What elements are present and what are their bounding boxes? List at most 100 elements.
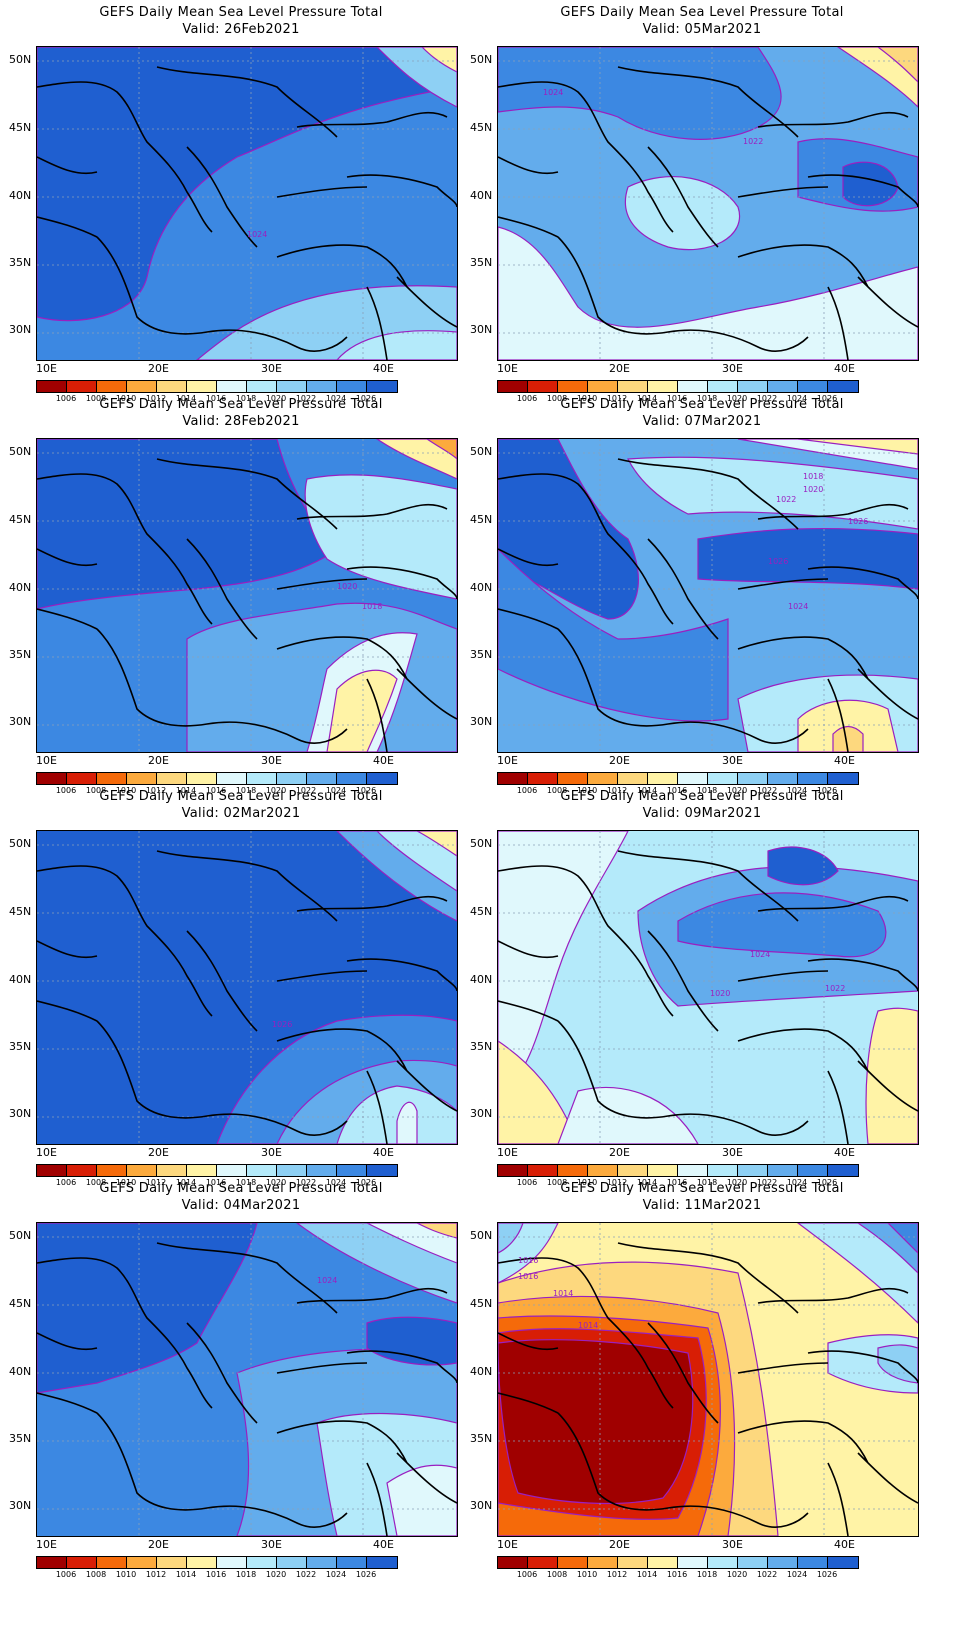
colorbar-label: 1018 [696,1570,718,1579]
colorbar-swatch [217,1557,247,1568]
colorbar-swatch [337,381,367,392]
latitude-label: 50N [9,1229,32,1242]
colorbar-label: 1008 [85,1570,107,1579]
colorbar-swatch [828,381,858,392]
panel-valid-date: Valid: 07Mar2021 [642,414,762,429]
colorbar-label: 1026 [816,394,838,403]
colorbar-swatch [738,773,768,784]
colorbar-swatch [798,381,828,392]
latitude-label: 35N [9,1432,32,1445]
latitude-label: 50N [470,837,493,850]
panel-title: GEFS Daily Mean Sea Level Pressure Total [99,1181,383,1196]
longitude-label: 20E [609,362,630,375]
colorbar [36,1556,398,1569]
colorbar-swatch [618,381,648,392]
colorbar-label: 1012 [145,786,167,795]
longitude-label: 30E [722,754,743,767]
contour-label: 1026 [768,557,788,566]
contour-label: 1020 [803,485,823,494]
colorbar-label: 1012 [145,1570,167,1579]
colorbar-swatch [337,1165,367,1176]
colorbar-label: 1010 [115,786,137,795]
colorbar-label: 1008 [85,394,107,403]
colorbar-label: 1018 [696,1178,718,1187]
latitude-label: 45N [9,1297,32,1310]
latitude-label: 35N [9,648,32,661]
colorbar-swatch [678,1557,708,1568]
colorbar [36,772,398,785]
colorbar-swatch [828,773,858,784]
panel-title: GEFS Daily Mean Sea Level Pressure Total [560,789,844,804]
colorbar-swatch [187,1165,217,1176]
latitude-label: 35N [9,1040,32,1053]
longitude-label: 40E [373,1146,394,1159]
latitude-label: 40N [470,581,493,594]
longitude-label: 40E [834,1146,855,1159]
colorbar-swatch [558,1557,588,1568]
colorbar-label: 1006 [516,1570,538,1579]
colorbar-label: 1020 [265,1570,287,1579]
colorbar-label: 1008 [85,1178,107,1187]
colorbar-swatch [157,381,187,392]
colorbar-swatch [97,1557,127,1568]
colorbar-label: 1008 [546,394,568,403]
colorbar-swatch [798,773,828,784]
colorbar-swatch [337,1557,367,1568]
latitude-label: 30N [470,1499,493,1512]
colorbar-swatch [277,1165,307,1176]
colorbar-label: 1026 [355,1178,377,1187]
colorbar-label: 1026 [355,394,377,403]
panel-title: GEFS Daily Mean Sea Level Pressure Total [99,5,383,20]
colorbar-swatch [277,381,307,392]
colorbar-label: 1018 [696,786,718,795]
colorbar-swatch [67,773,97,784]
map-panel: GEFS Daily Mean Sea Level Pressure Total… [0,784,482,1194]
latitude-label: 40N [470,973,493,986]
colorbar-label: 1020 [265,1178,287,1187]
colorbar-label: 1024 [325,786,347,795]
colorbar-label: 1020 [265,786,287,795]
longitude-label: 40E [834,362,855,375]
colorbar-swatch [67,1165,97,1176]
longitude-label: 30E [722,1146,743,1159]
colorbar-swatch [247,1557,277,1568]
colorbar-label: 1014 [175,394,197,403]
latitude-label: 40N [9,189,32,202]
contour-label: 1020 [710,989,730,998]
panel-title: GEFS Daily Mean Sea Level Pressure Total [560,1181,844,1196]
colorbar-swatch [678,1165,708,1176]
colorbar-label: 1006 [516,786,538,795]
latitude-label: 50N [470,53,493,66]
latitude-label: 30N [9,715,32,728]
longitude-label: 20E [148,1538,169,1551]
colorbar-label: 1018 [696,394,718,403]
contour-label: 1022 [776,495,796,504]
longitude-label: 40E [834,1538,855,1551]
contour-label: 1024 [543,88,563,97]
panel-title: GEFS Daily Mean Sea Level Pressure Total [560,397,844,412]
colorbar-label: 1024 [786,394,808,403]
panel-title: GEFS Daily Mean Sea Level Pressure Total [99,397,383,412]
panel-valid-date: Valid: 09Mar2021 [642,806,762,821]
colorbar-label: 1006 [55,394,77,403]
colorbar-swatch [127,1165,157,1176]
longitude-label: 40E [373,1538,394,1551]
colorbar-swatch [618,1165,648,1176]
contour-label: 1018 [803,472,823,481]
colorbar-label: 1014 [636,1178,658,1187]
contour-label: 1020 [337,582,357,591]
map-canvas: 1026 [37,831,457,1144]
colorbar-swatch [798,1165,828,1176]
latitude-label: 30N [9,323,32,336]
colorbar-label: 1016 [666,394,688,403]
colorbar-swatch [37,381,67,392]
colorbar-label: 1020 [265,394,287,403]
colorbar-label: 1010 [115,394,137,403]
map-canvas: 1024 1020 1022 [498,831,918,1144]
colorbar-swatch [528,381,558,392]
colorbar-label: 1024 [786,1570,808,1579]
colorbar-label: 1020 [726,1178,748,1187]
contour-label: 1022 [825,984,845,993]
map-panel: GEFS Daily Mean Sea Level Pressure Total… [0,392,482,802]
latitude-label: 50N [9,445,32,458]
